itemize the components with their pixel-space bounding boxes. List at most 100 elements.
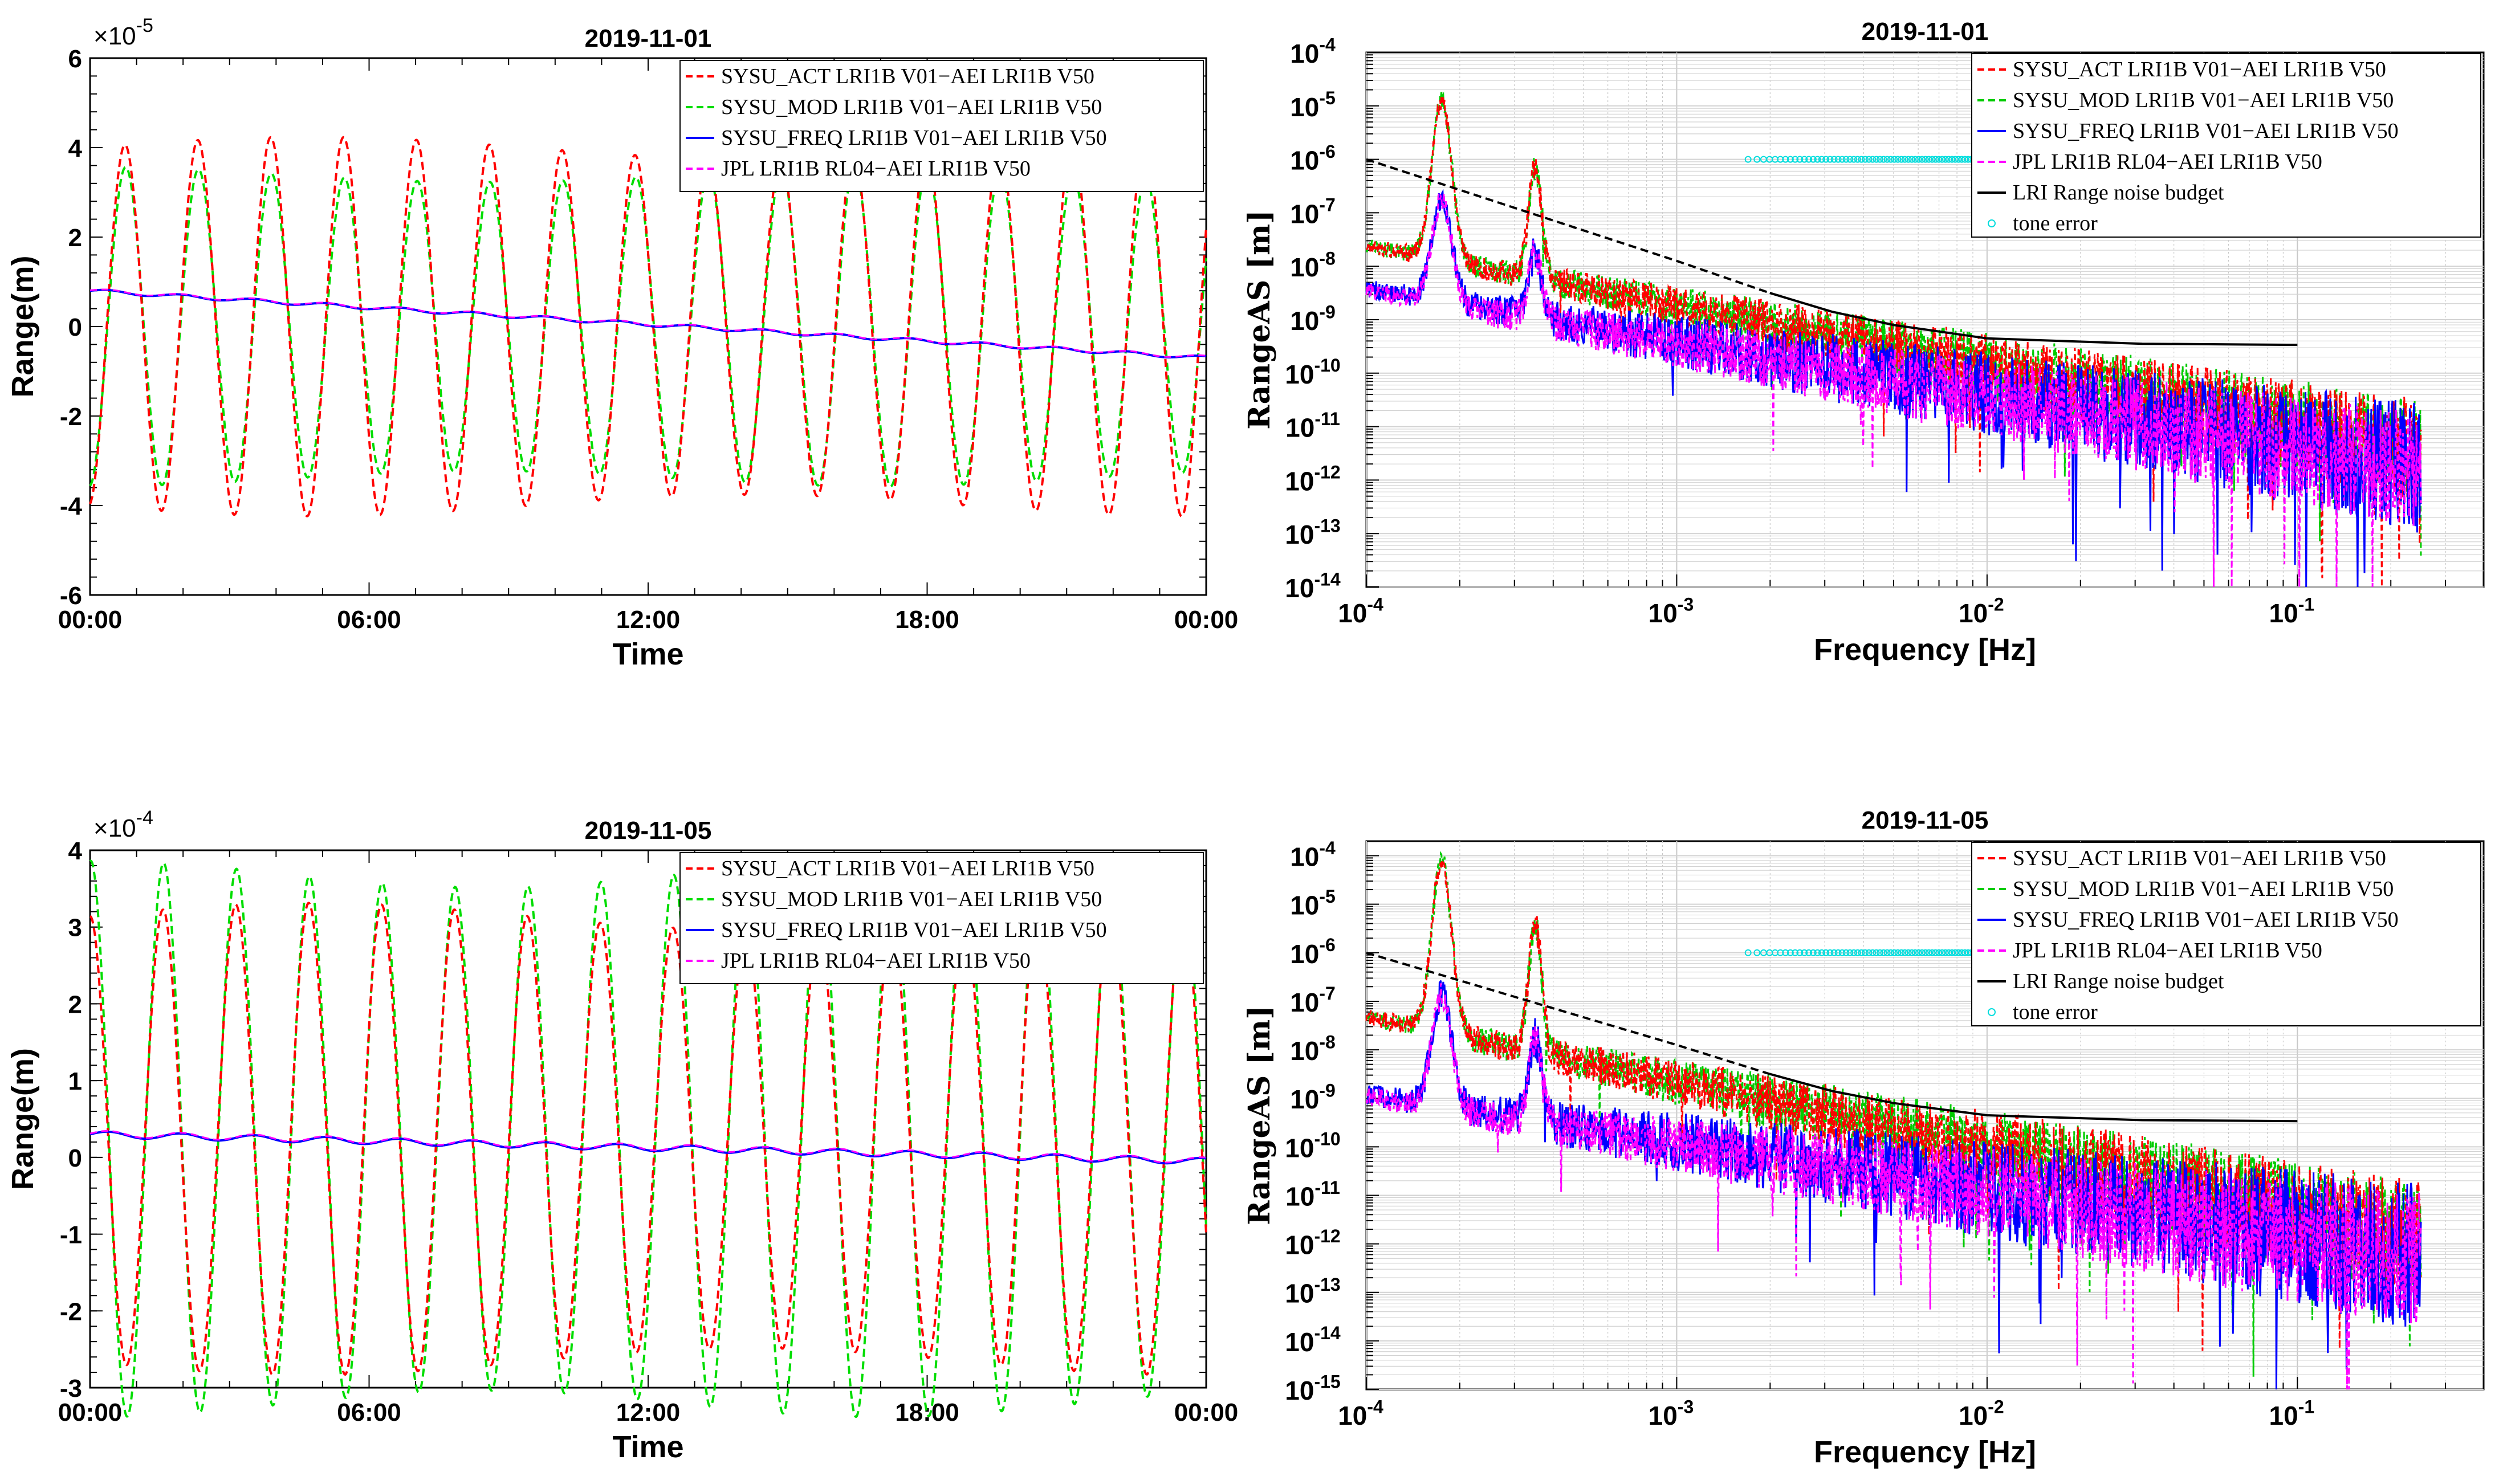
tone-error-marker: [1842, 156, 1850, 163]
tone-error-marker: [1901, 156, 1908, 163]
x-tick-label: 10-1: [2269, 1396, 2315, 1430]
y-tick-label-exp: -14: [1314, 1323, 1340, 1343]
y-tick-label-exp: -15: [1314, 1371, 1340, 1392]
x-tick-label-exp: -4: [1367, 1396, 1383, 1417]
x-tick-label: 00:00: [58, 606, 123, 634]
tone-error-marker: [1952, 156, 1959, 163]
x-tick-label: 06:00: [337, 1399, 401, 1426]
legend-label: SYSU_FREQ LRI1B V01−AEI LRI1B V50: [721, 918, 1107, 942]
tone-error-marker: [1958, 156, 1965, 163]
tone-error-marker: [1880, 156, 1887, 163]
series-line-noise-budget-dashed: [1366, 158, 1771, 294]
tone-error-marker: [1945, 156, 1952, 163]
x-tick-label-base: 10: [1338, 598, 1367, 628]
tone-error-marker: [1796, 949, 1804, 956]
tone-error-marker: [1782, 949, 1789, 956]
legend-box: [1971, 842, 2481, 1026]
y-tick-label-base: 10: [1285, 466, 1314, 496]
y-tick-label-exp: -6: [1319, 141, 1335, 162]
y-tick-label-base: 10: [1290, 146, 1319, 176]
x-axis-label: Time: [612, 1430, 683, 1464]
y-tick-label-base: 10: [1285, 1279, 1314, 1308]
tone-error-marker: [1818, 156, 1825, 163]
x-tick-label: 18:00: [895, 606, 959, 634]
x-tick-label-base: 10: [1649, 598, 1678, 628]
x-tick-label: 18:00: [895, 1399, 959, 1426]
tone-error-marker: [1945, 949, 1952, 956]
x-tick-label-base: 10: [2269, 1401, 2298, 1430]
chart-bottom-right: 10-4 10-3 10-2 10-110-410-510-610-710-810-9…: [1242, 806, 2485, 1469]
tone-error-marker: [1744, 949, 1752, 956]
y-tick-label: 10-8: [1290, 248, 1336, 283]
y-multiplier-exp: -5: [136, 15, 153, 36]
legend-label: SYSU_MOD LRI1B V01−AEI LRI1B V50: [2013, 877, 2394, 901]
tone-error-marker: [1826, 156, 1834, 163]
tone-error-marker: [1911, 156, 1919, 163]
y-tick-label: 10-4: [1290, 838, 1336, 872]
x-tick-label: 00:00: [58, 1399, 123, 1426]
legend-label: SYSU_FREQ LRI1B V01−AEI LRI1B V50: [721, 126, 1107, 150]
y-tick-label: 10-12: [1285, 462, 1340, 496]
tone-error-marker: [1925, 156, 1932, 163]
y-multiplier-base: ×10: [93, 814, 136, 842]
x-tick-label: 06:00: [337, 606, 401, 634]
y-tick-label-exp: -11: [1314, 1177, 1340, 1198]
x-tick-label-exp: -3: [1678, 594, 1694, 614]
tone-error-marker: [1918, 949, 1926, 956]
y-tick-label-exp: -4: [1319, 838, 1336, 858]
y-tick-label-base: 10: [1290, 1036, 1319, 1066]
legend-label: JPL LRI1B RL04−AEI LRI1B V50: [721, 157, 1031, 181]
y-tick-label: 10-9: [1290, 301, 1336, 336]
y-tick-label-exp: -7: [1319, 195, 1335, 215]
tone-error-marker: [1818, 949, 1825, 956]
tone-error-marker: [1838, 156, 1846, 163]
legend-label: SYSU_FREQ LRI1B V01−AEI LRI1B V50: [2013, 908, 2399, 932]
y-tick-label: 2: [68, 990, 82, 1018]
tone-error-marker: [1850, 949, 1858, 956]
x-tick-label-base: 10: [1959, 598, 1988, 628]
tone-error-marker: [1830, 949, 1838, 956]
y-tick-label: 0: [68, 1144, 82, 1172]
y-tick-label-exp: -6: [1319, 935, 1335, 955]
y-tick-label-exp: -5: [1319, 886, 1335, 907]
legend-box: [679, 60, 1204, 192]
series-line-jpl: [89, 288, 1207, 358]
tone-error-marker: [1932, 156, 1939, 163]
x-tick-label: 10-2: [1959, 1396, 2004, 1430]
tone-error-marker: [1801, 156, 1808, 163]
tone-error-marker: [1928, 949, 1936, 956]
tone-error-marker: [1834, 156, 1842, 163]
tone-error-marker: [1894, 949, 1902, 956]
x-tick-label: 00:00: [1174, 1399, 1239, 1426]
tone-error-marker: [1753, 156, 1761, 163]
y-tick-label-base: 10: [1285, 360, 1314, 389]
tone-error-marker: [1964, 156, 1972, 163]
x-tick-label-exp: -2: [1988, 1396, 2004, 1417]
series-line-jpl: [89, 1130, 1207, 1164]
y-tick-label: 10-4: [1290, 34, 1336, 68]
tone-error-marker: [1932, 949, 1939, 956]
x-tick-label-base: 10: [2269, 598, 2298, 628]
y-tick-label-base: 10: [1285, 520, 1314, 549]
tone-error-marker: [1834, 949, 1842, 956]
series-line-noise-budget: [1769, 1073, 2298, 1123]
tone-error-marker: [1822, 156, 1830, 163]
chart-title: 2019-11-01: [585, 25, 712, 52]
y-multiplier: ×10-5: [93, 15, 153, 50]
legend-label: tone error: [2013, 1000, 2098, 1024]
y-multiplier-base: ×10: [93, 22, 136, 50]
legend-label: SYSU_MOD LRI1B V01−AEI LRI1B V50: [721, 887, 1102, 911]
legend-label: JPL LRI1B RL04−AEI LRI1B V50: [2013, 150, 2322, 174]
y-tick-label: 6: [68, 45, 82, 73]
y-tick-label-exp: -7: [1319, 983, 1335, 1004]
y-tick-label-base: 10: [1285, 1133, 1314, 1163]
y-tick-label: -1: [60, 1221, 82, 1249]
y-tick-label-exp: -9: [1319, 1081, 1335, 1101]
y-tick-label: 4: [68, 134, 83, 162]
tone-error-marker: [1865, 156, 1873, 163]
y-tick-label: -4: [60, 492, 83, 520]
y-tick-label-base: 10: [1290, 939, 1319, 969]
tone-error-marker: [1958, 949, 1965, 956]
y-tick-label-exp: -8: [1319, 1032, 1335, 1052]
tone-error-marker: [1854, 949, 1861, 956]
